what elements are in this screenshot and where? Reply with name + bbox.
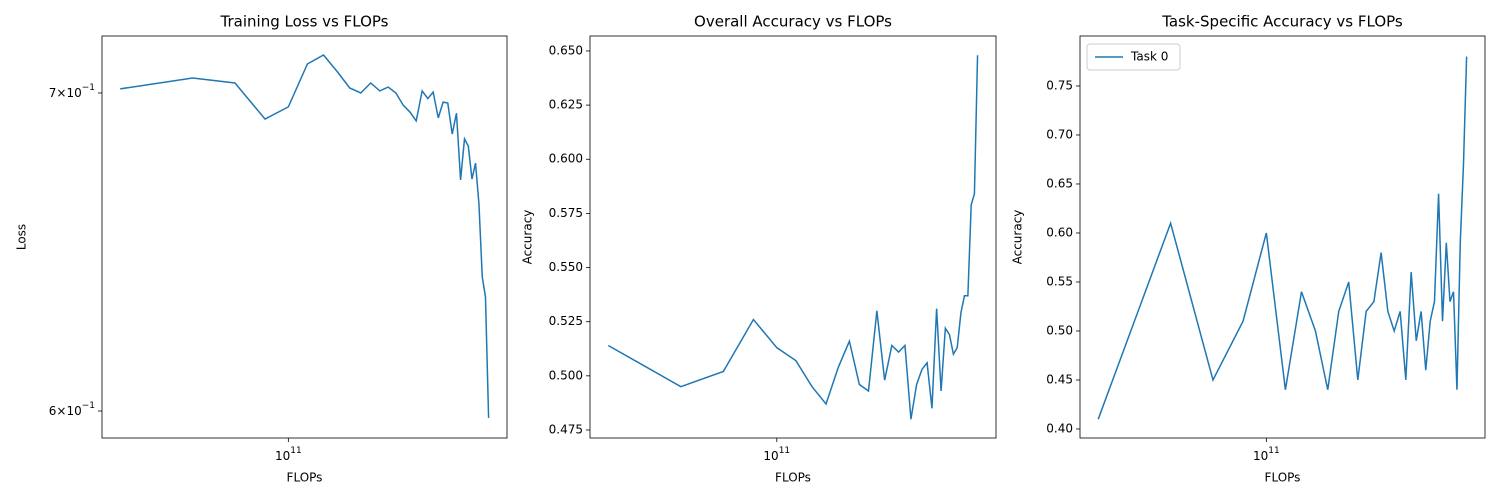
x-axis-label: FLOPs [775,471,811,485]
chart-title: Overall Accuracy vs FLOPs [694,13,892,31]
axes-frame [589,35,997,439]
y-tick-label: 0.40 [1046,421,1073,435]
legend-box [1086,43,1181,71]
data-line [1097,56,1468,420]
y-tick-label: 0.70 [1046,127,1073,141]
y-tick-label: 0.600 [549,152,583,166]
x-axis-label: FLOPs [287,471,323,485]
legend-label: Task 0 [1130,50,1168,64]
y-tick-label: 0.550 [549,260,583,274]
y-tick-label: 0.55 [1046,274,1073,288]
x-tick-label: 1011 [275,446,302,463]
y-tick-label: 0.475 [549,422,583,436]
y-tick-label: 0.45 [1046,372,1073,386]
chart-title: Task-Specific Accuracy vs FLOPs [1161,13,1403,31]
axes-frame [1079,35,1486,439]
y-axis-label: Loss [15,224,29,250]
data-line [607,55,979,420]
x-tick-label: 1011 [763,446,790,463]
y-tick-label: 7×10−1 [49,82,95,99]
x-tick-label: 1011 [1253,446,1280,463]
y-tick-label: 0.625 [549,98,583,112]
y-tick-label: 0.65 [1046,176,1073,190]
y-tick-label: 0.50 [1046,323,1073,337]
y-tick-label: 0.75 [1046,78,1073,92]
y-axis-label: Accuracy [1011,210,1025,265]
y-axis-label: Accuracy [521,210,535,265]
y-tick-label: 0.525 [549,314,583,328]
chart-title: Training Loss vs FLOPs [220,13,389,31]
y-tick-label: 0.500 [549,368,583,382]
axes-frame [101,35,508,439]
y-tick-label: 0.575 [549,206,583,220]
y-tick-label: 6×10−1 [49,401,95,418]
y-tick-label: 0.650 [549,43,583,57]
data-line [120,54,490,418]
x-axis-label: FLOPs [1265,471,1301,485]
y-tick-label: 0.60 [1046,225,1073,239]
